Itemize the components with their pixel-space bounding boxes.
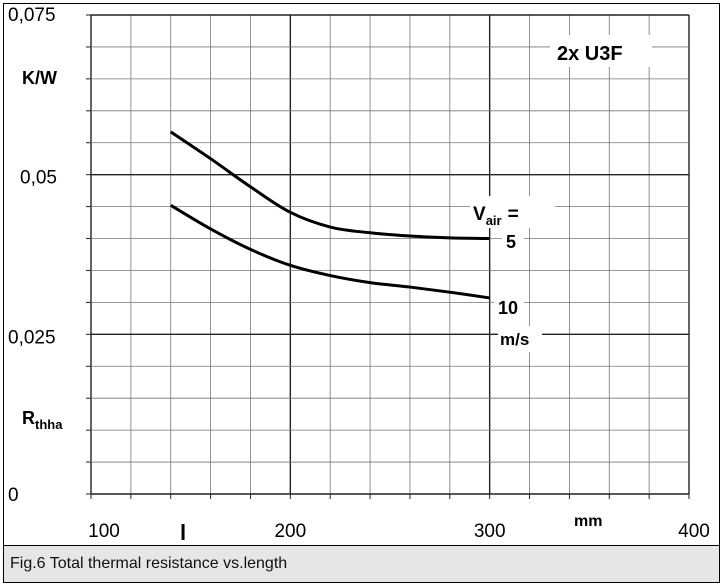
chart-frame [3, 3, 720, 583]
legend-title: Vair = [473, 204, 519, 228]
x-tick-label: 300 [474, 521, 506, 542]
grid [86, 14, 690, 499]
legend-label-10: 10 [498, 298, 518, 318]
x-tick-label: 100 [88, 521, 120, 542]
series-lines [169, 130, 490, 300]
chart-title: 2x U3F [557, 43, 623, 65]
series-line-10 [169, 204, 490, 300]
legend-label-5-box [502, 228, 524, 254]
legend-label-10-box [494, 295, 524, 321]
y-unit-label: K/W [22, 68, 57, 88]
y-tick-label: 0,05 [20, 168, 57, 189]
x-axis-symbol: l [180, 520, 186, 545]
title-box [550, 35, 652, 67]
x-unit-label: mm [574, 513, 602, 530]
x-tick-label: 200 [274, 521, 306, 542]
figure-caption: Fig.6 Total thermal resistance vs.length [3, 545, 720, 583]
y-axis-label: Rthha [22, 408, 63, 432]
legend-title-box [470, 196, 555, 228]
y-tick-label: 0 [8, 485, 19, 506]
legend-unit-box [498, 326, 542, 352]
y-tick-label: 0,025 [8, 327, 56, 348]
legend-label-5: 5 [506, 232, 516, 252]
legend-unit: m/s [500, 330, 529, 349]
x-tick-label: 400 [678, 521, 710, 542]
axis-labels: K/W Rthha l mm 2x U3F Vair = 5 10 m/s [22, 35, 652, 545]
series-line-5 [169, 130, 490, 241]
tick-labels: 0 0,025 0,05 0,075 100 200 300 400 [8, 5, 710, 542]
y-tick-label: 0,075 [8, 5, 56, 26]
